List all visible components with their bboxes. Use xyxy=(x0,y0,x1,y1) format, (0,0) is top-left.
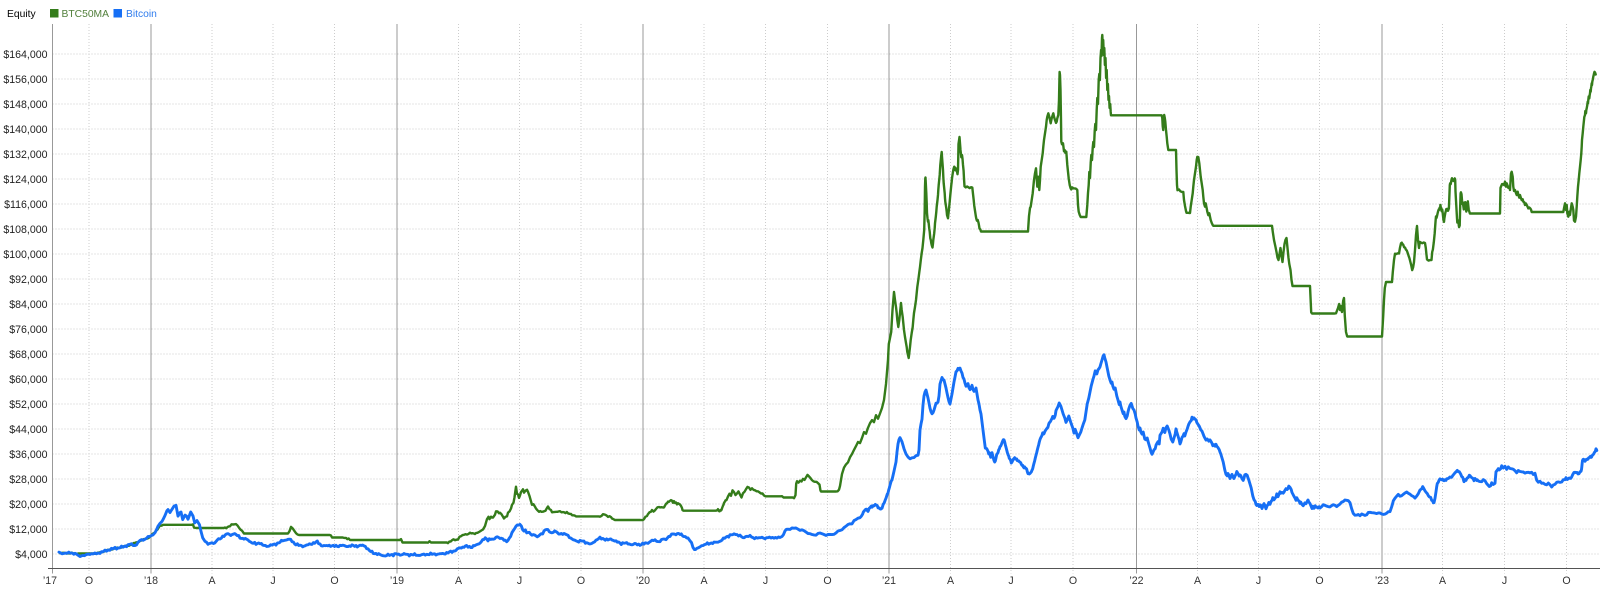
svg-text:’21: ’21 xyxy=(882,575,896,587)
svg-text:J: J xyxy=(1256,575,1261,587)
svg-text:J: J xyxy=(1008,575,1013,587)
svg-text:$132,000: $132,000 xyxy=(3,149,47,161)
svg-text:O: O xyxy=(1069,575,1077,587)
svg-text:A: A xyxy=(208,575,216,587)
svg-text:$20,000: $20,000 xyxy=(9,499,47,511)
svg-text:$108,000: $108,000 xyxy=(3,224,47,236)
svg-text:$164,000: $164,000 xyxy=(3,49,47,61)
svg-text:$36,000: $36,000 xyxy=(9,449,47,461)
svg-text:O: O xyxy=(1315,575,1323,587)
svg-text:J: J xyxy=(270,575,275,587)
svg-text:A: A xyxy=(455,575,463,587)
svg-text:$44,000: $44,000 xyxy=(9,424,47,436)
svg-text:$4,000: $4,000 xyxy=(15,549,48,561)
svg-text:$28,000: $28,000 xyxy=(9,474,47,486)
svg-text:O: O xyxy=(330,575,338,587)
svg-text:$156,000: $156,000 xyxy=(3,74,47,86)
svg-text:$68,000: $68,000 xyxy=(9,349,47,361)
svg-text:$140,000: $140,000 xyxy=(3,124,47,136)
svg-text:A: A xyxy=(947,575,955,587)
svg-text:’19: ’19 xyxy=(390,575,404,587)
svg-text:$84,000: $84,000 xyxy=(9,299,47,311)
svg-text:O: O xyxy=(577,575,585,587)
svg-text:Equity: Equity xyxy=(7,9,36,20)
svg-text:$60,000: $60,000 xyxy=(9,374,47,386)
svg-text:BTC50MA: BTC50MA xyxy=(62,9,110,20)
svg-text:$124,000: $124,000 xyxy=(3,174,47,186)
svg-text:A: A xyxy=(1439,575,1447,587)
svg-text:’23: ’23 xyxy=(1375,575,1389,587)
svg-text:J: J xyxy=(1502,575,1507,587)
svg-text:A: A xyxy=(1194,575,1202,587)
svg-text:’20: ’20 xyxy=(636,575,650,587)
svg-text:O: O xyxy=(85,575,93,587)
svg-text:Bitcoin: Bitcoin xyxy=(126,9,157,20)
svg-text:J: J xyxy=(763,575,768,587)
svg-text:$92,000: $92,000 xyxy=(9,274,47,286)
svg-text:O: O xyxy=(1562,575,1570,587)
svg-text:’22: ’22 xyxy=(1129,575,1143,587)
svg-text:$12,000: $12,000 xyxy=(9,524,47,536)
svg-text:$52,000: $52,000 xyxy=(9,399,47,411)
svg-text:’17: ’17 xyxy=(43,575,57,587)
svg-text:$116,000: $116,000 xyxy=(4,199,48,211)
svg-text:O: O xyxy=(823,575,831,587)
svg-text:’18: ’18 xyxy=(144,575,158,587)
svg-text:$148,000: $148,000 xyxy=(3,99,47,111)
svg-text:A: A xyxy=(700,575,708,587)
svg-text:J: J xyxy=(517,575,522,587)
svg-text:$76,000: $76,000 xyxy=(9,324,47,336)
svg-text:$100,000: $100,000 xyxy=(3,249,47,261)
